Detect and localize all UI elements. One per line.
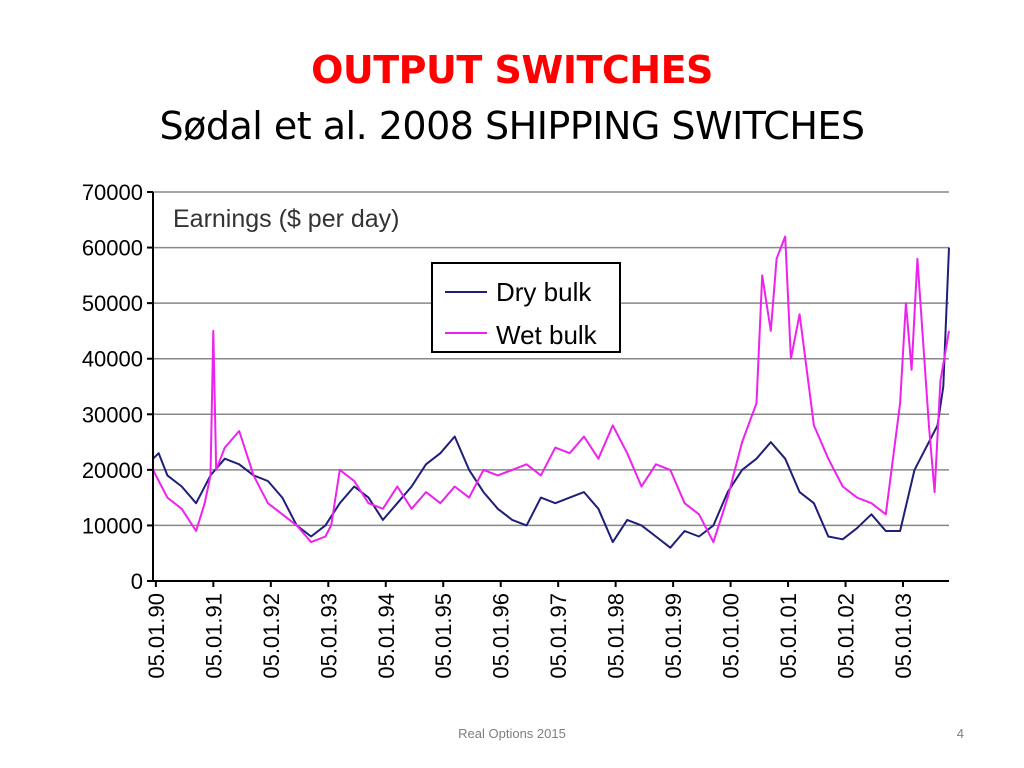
legend-label-wet-bulk: Wet bulk [496, 320, 598, 350]
x-tick-label-7: 05.01.97 [546, 593, 571, 679]
x-tick-label-0: 05.01.90 [144, 593, 169, 679]
x-tick-label-9: 05.01.99 [661, 593, 686, 679]
y-tick-label-3: 30000 [82, 402, 143, 427]
slide-title: OUTPUT SWITCHES [311, 48, 713, 92]
footer-text: Real Options 2015 [458, 726, 566, 741]
earnings-line-chart: 0 10000 20000 30000 40000 50000 60000 70000 05.0… [82, 180, 950, 679]
y-tick-label-2: 20000 [82, 458, 143, 483]
axes: 0 10000 20000 30000 40000 50000 60000 70000 05.0… [82, 180, 949, 679]
x-tick-label-5: 05.01.95 [431, 593, 456, 679]
series-lines [152, 235, 950, 549]
x-tick-label-13: 05.01.03 [891, 593, 916, 679]
y-tick-label-5: 50000 [82, 291, 143, 316]
chart-title: Earnings ($ per day) [173, 205, 400, 233]
x-tick-label-8: 05.01.98 [604, 593, 629, 679]
x-tick-label-2: 05.01.92 [259, 593, 284, 679]
gridlines [153, 191, 949, 582]
y-tick-label-6: 60000 [82, 236, 143, 261]
y-tick-label-7: 70000 [82, 180, 143, 205]
x-tick-label-1: 05.01.91 [201, 593, 226, 679]
page-number: 4 [956, 726, 964, 741]
x-tick-label-4: 05.01.94 [374, 593, 399, 679]
legend-label-dry-bulk: Dry bulk [496, 277, 592, 307]
y-tick-label-4: 40000 [82, 347, 143, 372]
y-tick-label-1: 10000 [82, 513, 143, 538]
legend-box [431, 262, 621, 353]
y-tick-label-0: 0 [131, 569, 143, 594]
x-tick-label-10: 05.01.00 [719, 593, 744, 679]
series-line-dry-bulk [152, 247, 950, 549]
series-line-wet-bulk [152, 235, 950, 544]
x-tick-label-12: 05.01.02 [834, 593, 859, 679]
legend: Dry bulk Wet bulk [431, 262, 621, 353]
slide-subtitle: Sødal et al. 2008 SHIPPING SWITCHES [159, 104, 865, 148]
x-tick-label-6: 05.01.96 [489, 593, 514, 679]
x-tick-label-3: 05.01.93 [316, 593, 341, 679]
x-tick-label-11: 05.01.01 [776, 593, 801, 679]
